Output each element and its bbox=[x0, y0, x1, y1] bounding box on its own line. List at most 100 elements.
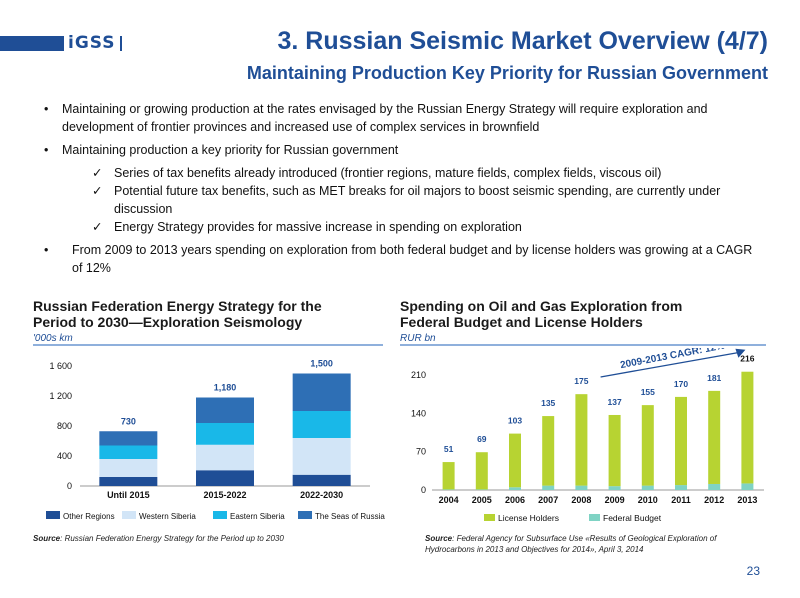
bullet-item: Maintaining or growing production at the… bbox=[44, 100, 764, 136]
total-data-label: 170 bbox=[674, 379, 688, 389]
bar-segment bbox=[608, 414, 621, 487]
bar-segment bbox=[509, 487, 521, 490]
check-item-text: Energy Strategy provides for massive inc… bbox=[114, 220, 522, 234]
x-tick-label: 2004 bbox=[439, 495, 459, 505]
y-tick-label: 210 bbox=[411, 370, 426, 380]
company-logo: iGSS bbox=[64, 33, 120, 53]
bar-segment bbox=[708, 483, 721, 490]
bar-segment bbox=[99, 477, 158, 486]
bar-segment bbox=[475, 489, 488, 490]
total-data-label: 730 bbox=[121, 416, 136, 426]
bullet-item: Maintaining production a key priority fo… bbox=[44, 141, 764, 159]
total-data-label: 69 bbox=[477, 434, 487, 444]
source-label: Source bbox=[33, 534, 61, 543]
legend-label: Other Regions bbox=[63, 512, 115, 521]
total-data-label: 137 bbox=[608, 397, 622, 407]
checkmark-icon: ✓ bbox=[92, 166, 103, 180]
source-label: Source bbox=[425, 534, 453, 543]
bar-segment bbox=[99, 445, 158, 459]
total-data-label: 155 bbox=[641, 387, 655, 397]
left-stacked-bar-chart: 0 400 800 1 200 1 600 730 Until 2015 1,180 2015-… bbox=[46, 359, 385, 521]
legend-swatch bbox=[46, 511, 60, 519]
legend-label: Western Siberia bbox=[139, 512, 196, 521]
bar-segment bbox=[675, 485, 687, 490]
left-chart-divider bbox=[33, 344, 383, 346]
cagr-arrow-head bbox=[735, 348, 746, 358]
bar-segment bbox=[542, 416, 555, 486]
x-tick-label: 2011 bbox=[671, 495, 691, 505]
x-tick-label: 2013 bbox=[737, 495, 757, 505]
page-title: 3. Russian Seismic Market Overview (4/7) bbox=[277, 27, 768, 55]
x-tick-label: 2009 bbox=[605, 495, 625, 505]
right-chart-divider bbox=[400, 344, 766, 346]
x-tick-label: 2022-2030 bbox=[300, 490, 343, 500]
y-tick-label: 1 200 bbox=[49, 391, 72, 401]
bullet-list: Maintaining or growing production at the… bbox=[44, 100, 764, 282]
total-data-label: 1,500 bbox=[310, 359, 333, 369]
check-item: ✓ Potential future tax benefits, such as … bbox=[44, 182, 764, 218]
check-item-text: Potential future tax benefits, such as M… bbox=[114, 184, 721, 216]
cagr-arrow-line bbox=[600, 352, 738, 378]
bar-segment bbox=[575, 394, 588, 486]
page-subtitle: Maintaining Production Key Priority for … bbox=[246, 63, 768, 83]
bar-segment bbox=[196, 423, 254, 445]
bar-segment bbox=[99, 431, 158, 446]
bar-segment bbox=[575, 485, 588, 490]
x-tick-label: 2015-2022 bbox=[203, 490, 246, 500]
y-tick-label: 400 bbox=[57, 451, 72, 461]
bar-segment bbox=[542, 485, 555, 490]
check-item: ✓ Series of tax benefits already introduc… bbox=[44, 164, 764, 182]
checkmark-icon: ✓ bbox=[92, 220, 103, 234]
bar-segment bbox=[641, 485, 654, 490]
legend-swatch bbox=[589, 514, 600, 521]
total-data-label: 175 bbox=[574, 376, 588, 386]
x-tick-label: Until 2015 bbox=[107, 490, 150, 500]
right-source-note: Source: Federal Agency for Subsurface Us… bbox=[425, 533, 745, 555]
total-data-label: 103 bbox=[508, 416, 522, 426]
bar-segment bbox=[196, 444, 254, 471]
y-tick-label: 800 bbox=[57, 421, 72, 431]
bar-segment bbox=[99, 459, 158, 477]
x-tick-label: 2012 bbox=[704, 495, 724, 505]
left-chart-title: Russian Federation Energy Strategy for t… bbox=[33, 298, 322, 330]
bar-segment bbox=[741, 371, 754, 484]
source-text: : Federal Agency for Subsurface Use «Res… bbox=[425, 534, 717, 554]
legend-swatch bbox=[122, 511, 136, 519]
total-data-label: 51 bbox=[444, 444, 454, 454]
bar-segment bbox=[292, 438, 351, 475]
bar-segment bbox=[196, 397, 254, 423]
right-stacked-bar-chart: 0 70 140 210 51 2004 69 2005 103 2006 135 2007 175 20… bbox=[411, 348, 764, 523]
bar-segment bbox=[292, 474, 351, 486]
x-tick-label: 2010 bbox=[638, 495, 658, 505]
y-tick-label: 0 bbox=[67, 481, 72, 491]
bar-segment bbox=[641, 405, 654, 486]
bar-segment bbox=[292, 373, 351, 411]
x-tick-label: 2008 bbox=[571, 495, 591, 505]
total-data-label: 216 bbox=[740, 354, 754, 364]
bar-segment bbox=[292, 411, 351, 438]
bar-segment bbox=[509, 433, 521, 488]
left-chart-unit: '000s km bbox=[33, 333, 73, 344]
legend-swatch bbox=[213, 511, 227, 519]
legend-swatch bbox=[298, 511, 312, 519]
bar-segment bbox=[708, 390, 721, 484]
x-tick-label: 2006 bbox=[505, 495, 525, 505]
bar-segment bbox=[608, 486, 621, 490]
legend-label: License Holders bbox=[498, 513, 559, 523]
y-tick-label: 0 bbox=[421, 485, 426, 495]
x-tick-label: 2005 bbox=[472, 495, 492, 505]
legend-label: Eastern Siberia bbox=[230, 512, 285, 521]
check-item-text: Series of tax benefits already introduce… bbox=[114, 166, 662, 180]
bar-segment bbox=[196, 470, 254, 486]
y-tick-label: 1 600 bbox=[49, 361, 72, 371]
legend-label: The Seas of Russia bbox=[315, 512, 385, 521]
bar-segment bbox=[741, 483, 754, 490]
checkmark-icon: ✓ bbox=[92, 184, 103, 198]
legend-label: Federal Budget bbox=[603, 513, 662, 523]
y-tick-label: 140 bbox=[411, 408, 426, 418]
total-data-label: 135 bbox=[541, 398, 555, 408]
left-source-note: Source: Russian Federation Energy Strate… bbox=[33, 533, 373, 544]
bar-segment bbox=[442, 489, 455, 490]
x-tick-label: 2007 bbox=[538, 495, 558, 505]
y-tick-label: 70 bbox=[416, 447, 426, 457]
